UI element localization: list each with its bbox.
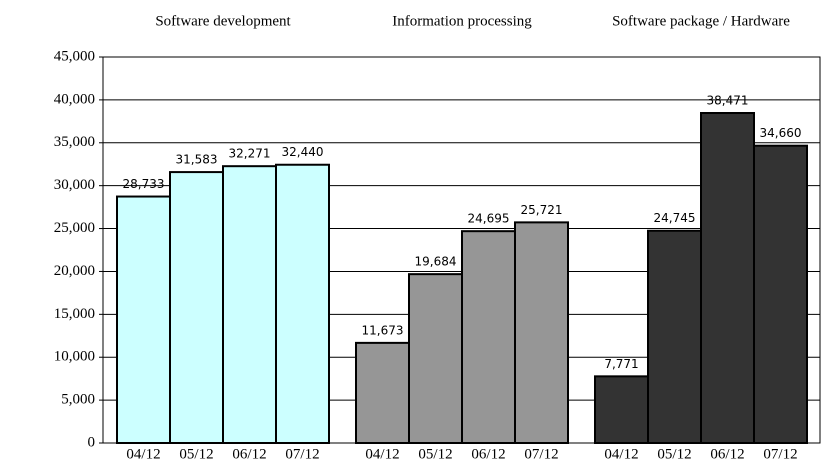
- x-tick-label: 06/12: [710, 446, 744, 462]
- value-label: 32,271: [229, 147, 271, 161]
- x-tick-label: 04/12: [604, 446, 638, 462]
- y-tick-label: 45,000: [54, 48, 95, 64]
- bar: [647, 229, 702, 444]
- bar: [222, 165, 277, 445]
- value-label: 34,660: [760, 126, 802, 140]
- value-label: 11,673: [362, 323, 404, 337]
- bar: [116, 195, 171, 444]
- x-tick-label: 05/12: [418, 446, 452, 462]
- y-tick-label: 5,000: [61, 392, 95, 408]
- value-label: 19,684: [415, 255, 457, 269]
- group-label: Information processing: [392, 13, 532, 29]
- y-tick-label: 25,000: [54, 220, 95, 236]
- y-tick-label: 35,000: [54, 134, 95, 150]
- value-label: 24,695: [468, 212, 510, 226]
- bar: [408, 273, 463, 444]
- x-tick-label: 07/12: [285, 446, 319, 462]
- bar: [514, 221, 569, 444]
- group-label: Software package / Hardware: [612, 13, 790, 29]
- bar: [355, 341, 410, 445]
- bar: [700, 112, 755, 445]
- x-tick-label: 04/12: [126, 446, 160, 462]
- x-tick-label: 06/12: [232, 446, 266, 462]
- y-tick-label: 30,000: [54, 177, 95, 193]
- value-label: 24,745: [654, 211, 696, 225]
- value-label: 7,771: [604, 357, 638, 371]
- y-tick-label: 40,000: [54, 91, 95, 107]
- y-tick-label: 15,000: [54, 306, 95, 322]
- x-tick-label: 05/12: [179, 446, 213, 462]
- x-tick-label: 07/12: [763, 446, 797, 462]
- value-label: 38,471: [707, 94, 749, 108]
- value-label: 28,733: [123, 177, 165, 191]
- value-label: 25,721: [521, 203, 563, 217]
- y-tick-label: 20,000: [54, 263, 95, 279]
- x-tick-label: 07/12: [524, 446, 558, 462]
- value-label: 32,440: [282, 145, 324, 159]
- y-tick-label: 0: [88, 434, 96, 450]
- x-tick-label: 05/12: [657, 446, 691, 462]
- y-tick-label: 10,000: [54, 349, 95, 365]
- bar: [461, 230, 516, 444]
- bar: [594, 375, 649, 445]
- value-label: 31,583: [176, 153, 218, 167]
- bar: [169, 171, 224, 444]
- bar: [275, 163, 330, 445]
- group-label: Software development: [155, 13, 291, 29]
- bar: [753, 144, 808, 445]
- x-tick-label: 06/12: [471, 446, 505, 462]
- x-tick-label: 04/12: [365, 446, 399, 462]
